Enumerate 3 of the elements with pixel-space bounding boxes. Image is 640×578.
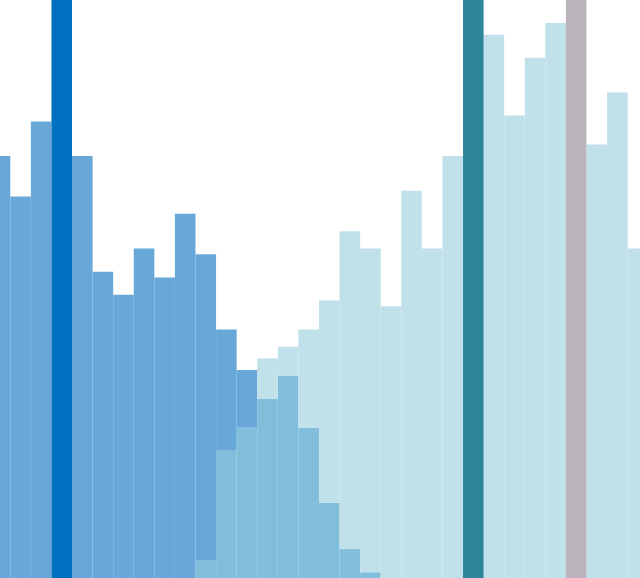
bar: [565, 0, 587, 578]
bar: [51, 0, 73, 578]
bar: [463, 0, 484, 578]
